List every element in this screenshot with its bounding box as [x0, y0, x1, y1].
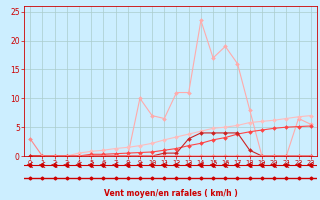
Text: Vent moyen/en rafales ( km/h ): Vent moyen/en rafales ( km/h ) — [104, 189, 238, 198]
